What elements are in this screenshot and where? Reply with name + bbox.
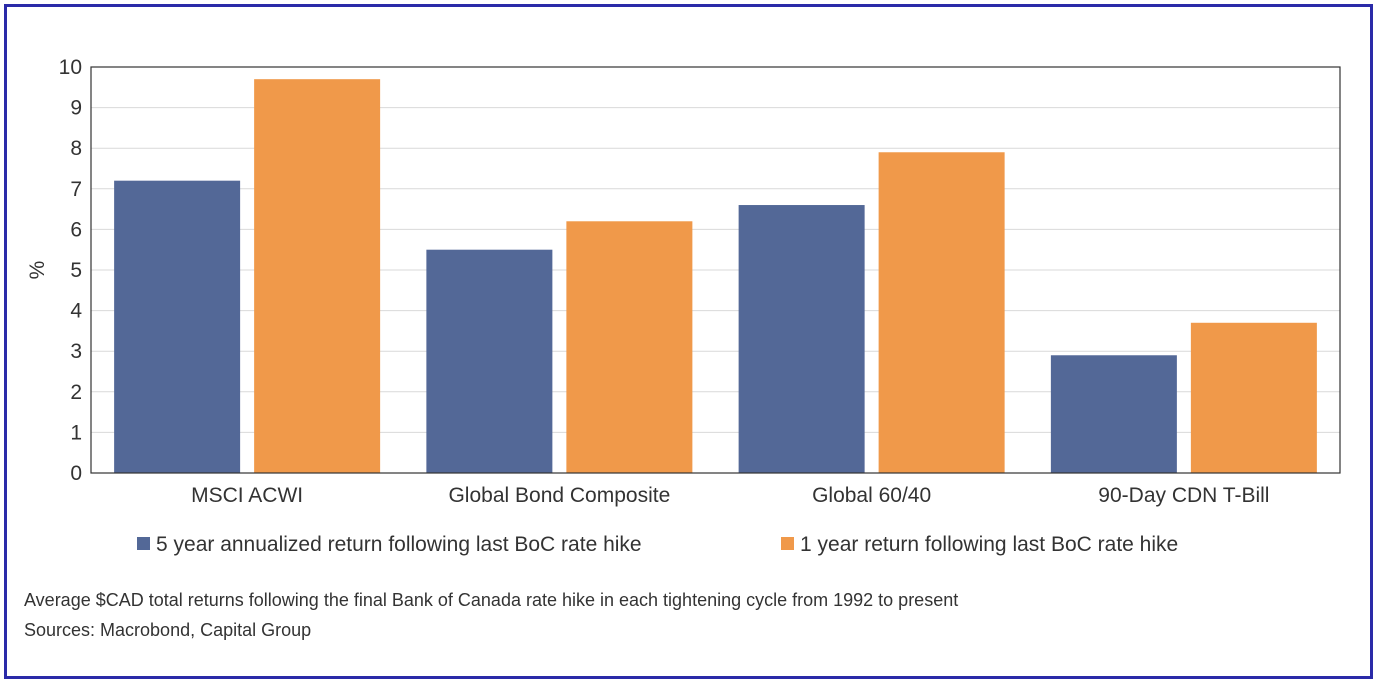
footnote-sources: Sources: Macrobond, Capital Group [24, 620, 312, 640]
footnote-description: Average $CAD total returns following the… [24, 590, 959, 610]
y-tick-label: 4 [70, 300, 82, 323]
y-tick-label: 0 [70, 462, 82, 485]
y-tick-label: 10 [59, 56, 82, 79]
y-tick-label: 3 [70, 340, 82, 363]
y-tick-label: 5 [70, 259, 82, 282]
legend-swatch [137, 537, 150, 550]
bar [254, 79, 381, 474]
y-tick-label: 1 [70, 421, 82, 444]
bar [1190, 322, 1317, 473]
legend: 5 year annualized return following last … [137, 533, 1178, 556]
bar [1050, 355, 1177, 473]
bar [566, 221, 693, 473]
x-category-label: 90-Day CDN T-Bill [1098, 484, 1269, 507]
bar [426, 249, 553, 473]
y-tick-label: 2 [70, 381, 82, 404]
x-category-label: Global Bond Composite [448, 484, 670, 507]
x-category-labels: MSCI ACWI Global Bond Composite Global 60/… [191, 484, 1269, 507]
legend-swatch [781, 537, 794, 550]
y-tick-label: 8 [70, 137, 82, 160]
legend-label: 5 year annualized return following last … [156, 533, 642, 556]
legend-label: 1 year return following last BoC rate hi… [800, 533, 1178, 556]
y-tick-label: 6 [70, 218, 82, 241]
x-category-label: Global 60/40 [812, 484, 931, 507]
y-tick-label: 9 [70, 97, 82, 120]
plot-border [90, 66, 1341, 474]
axes [90, 66, 1341, 474]
bar [738, 205, 865, 474]
y-tick-labels: 0 1 2 3 4 5 6 7 8 9 10 [59, 56, 83, 485]
y-axis-label: % [26, 261, 49, 280]
y-tick-label: 7 [70, 178, 82, 201]
bar [878, 152, 1005, 473]
x-category-label: MSCI ACWI [191, 484, 303, 507]
bar [114, 180, 241, 473]
bars [114, 79, 1317, 474]
